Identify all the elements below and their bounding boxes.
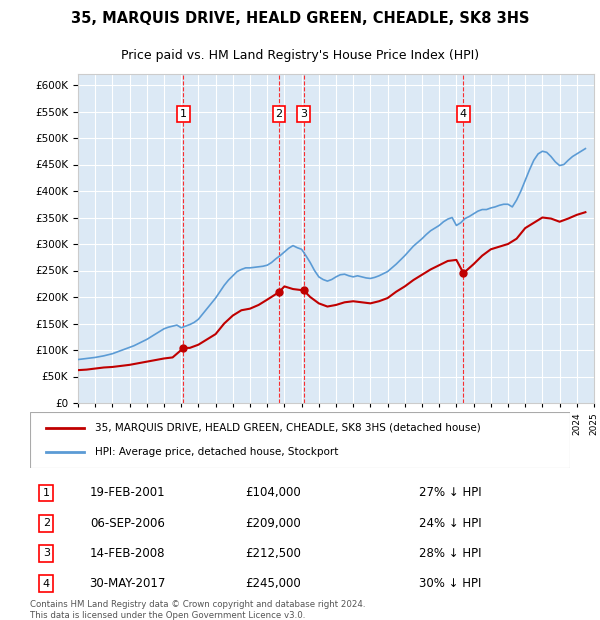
Text: 2: 2: [275, 109, 283, 119]
Text: 27% ↓ HPI: 27% ↓ HPI: [419, 487, 481, 500]
Text: 19-FEB-2001: 19-FEB-2001: [89, 487, 165, 500]
Text: 30% ↓ HPI: 30% ↓ HPI: [419, 577, 481, 590]
Text: 1: 1: [180, 109, 187, 119]
Text: HPI: Average price, detached house, Stockport: HPI: Average price, detached house, Stoc…: [95, 448, 338, 458]
Text: 28% ↓ HPI: 28% ↓ HPI: [419, 547, 481, 560]
Text: £209,000: £209,000: [245, 516, 301, 529]
Text: Contains HM Land Registry data © Crown copyright and database right 2024.
This d: Contains HM Land Registry data © Crown c…: [30, 600, 365, 620]
Text: 3: 3: [300, 109, 307, 119]
Text: 35, MARQUIS DRIVE, HEALD GREEN, CHEADLE, SK8 3HS: 35, MARQUIS DRIVE, HEALD GREEN, CHEADLE,…: [71, 11, 529, 26]
Text: £212,500: £212,500: [245, 547, 301, 560]
Text: Price paid vs. HM Land Registry's House Price Index (HPI): Price paid vs. HM Land Registry's House …: [121, 50, 479, 62]
Text: 35, MARQUIS DRIVE, HEALD GREEN, CHEADLE, SK8 3HS (detached house): 35, MARQUIS DRIVE, HEALD GREEN, CHEADLE,…: [95, 423, 481, 433]
Text: 1: 1: [43, 488, 50, 498]
Text: £104,000: £104,000: [245, 487, 301, 500]
Text: £245,000: £245,000: [245, 577, 301, 590]
FancyBboxPatch shape: [30, 412, 570, 468]
Text: 14-FEB-2008: 14-FEB-2008: [89, 547, 165, 560]
Text: 06-SEP-2006: 06-SEP-2006: [90, 516, 164, 529]
Text: 2: 2: [43, 518, 50, 528]
Text: 4: 4: [460, 109, 467, 119]
Text: 30-MAY-2017: 30-MAY-2017: [89, 577, 166, 590]
Text: 4: 4: [43, 578, 50, 588]
Text: 24% ↓ HPI: 24% ↓ HPI: [419, 516, 481, 529]
Text: 3: 3: [43, 549, 50, 559]
